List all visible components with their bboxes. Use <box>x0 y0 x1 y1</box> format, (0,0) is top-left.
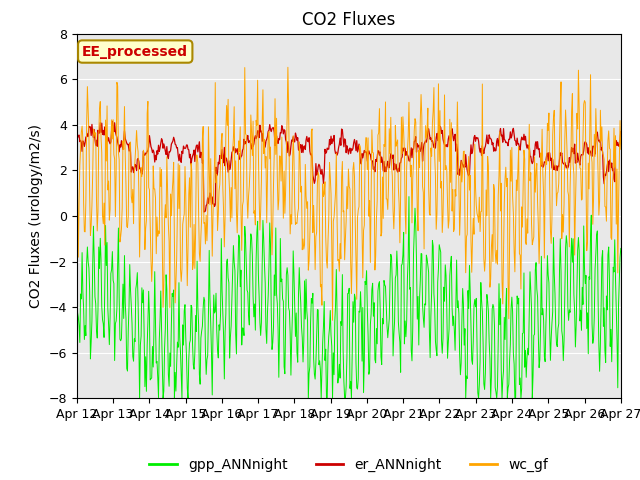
er_ANNnight <box>417 148 424 154</box>
wc_gf <box>433 227 440 232</box>
Y-axis label: CO2 Fluxes (urology/m2/s): CO2 Fluxes (urology/m2/s) <box>29 124 43 308</box>
wc_gf <box>223 103 230 108</box>
gpp_ANNnight <box>223 256 231 262</box>
wc_gf <box>73 106 81 112</box>
er_ANNnight <box>617 129 625 134</box>
er_ANNnight <box>195 144 202 149</box>
gpp_ANNnight <box>83 260 90 266</box>
gpp_ANNnight <box>195 322 202 327</box>
wc_gf <box>284 64 292 70</box>
wc_gf <box>329 317 337 323</box>
er_ANNnight <box>224 169 232 175</box>
gpp_ANNnight <box>73 272 81 278</box>
er_ANNnight <box>200 209 208 215</box>
gpp_ANNnight <box>417 278 424 284</box>
er_ANNnight <box>109 119 116 124</box>
wc_gf <box>417 116 424 122</box>
gpp_ANNnight <box>136 396 143 401</box>
Title: CO2 Fluxes: CO2 Fluxes <box>302 11 396 29</box>
Line: er_ANNnight: er_ANNnight <box>77 121 621 212</box>
er_ANNnight <box>140 148 147 154</box>
er_ANNnight <box>83 134 90 140</box>
Legend: gpp_ANNnight, er_ANNnight, wc_gf: gpp_ANNnight, er_ANNnight, wc_gf <box>144 453 554 478</box>
wc_gf <box>617 146 625 152</box>
gpp_ANNnight <box>140 287 147 293</box>
Text: EE_processed: EE_processed <box>82 45 188 59</box>
Line: gpp_ANNnight: gpp_ANNnight <box>77 197 621 398</box>
wc_gf <box>194 160 202 166</box>
wc_gf <box>139 158 147 164</box>
gpp_ANNnight <box>405 194 413 200</box>
wc_gf <box>83 122 90 128</box>
gpp_ANNnight <box>433 347 440 353</box>
Line: wc_gf: wc_gf <box>77 67 621 320</box>
er_ANNnight <box>73 127 81 133</box>
gpp_ANNnight <box>617 246 625 252</box>
er_ANNnight <box>433 135 440 141</box>
